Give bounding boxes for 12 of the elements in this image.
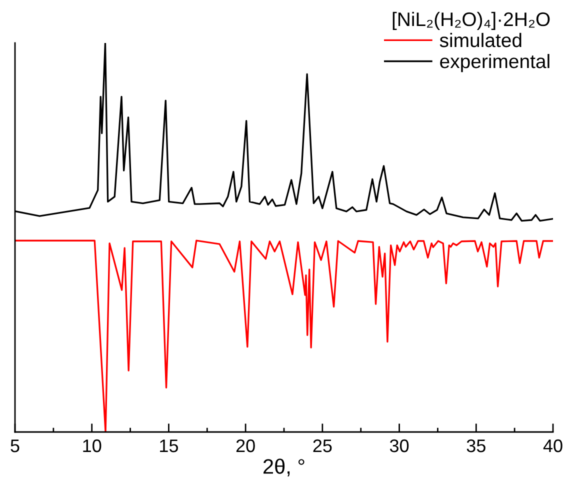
x-tick-label: 40 <box>543 439 562 452</box>
x-tick-label: 25 <box>313 439 332 452</box>
x-tick-label: 15 <box>160 440 178 452</box>
x-tick-label: 20 <box>236 439 255 452</box>
x-tick-label: 30 <box>390 439 409 452</box>
x-tick-label: 35 <box>466 439 486 452</box>
legend-title: [NiL₂(H₂O)₄]·2H₂O <box>392 12 550 30</box>
x-axis-title: 2θ, ° <box>264 458 304 476</box>
legend-label: experimental <box>440 54 550 72</box>
x-tick-label: 5 <box>10 440 20 452</box>
legend-label: simulated <box>440 32 522 48</box>
x-tick-label: 10 <box>83 439 102 452</box>
